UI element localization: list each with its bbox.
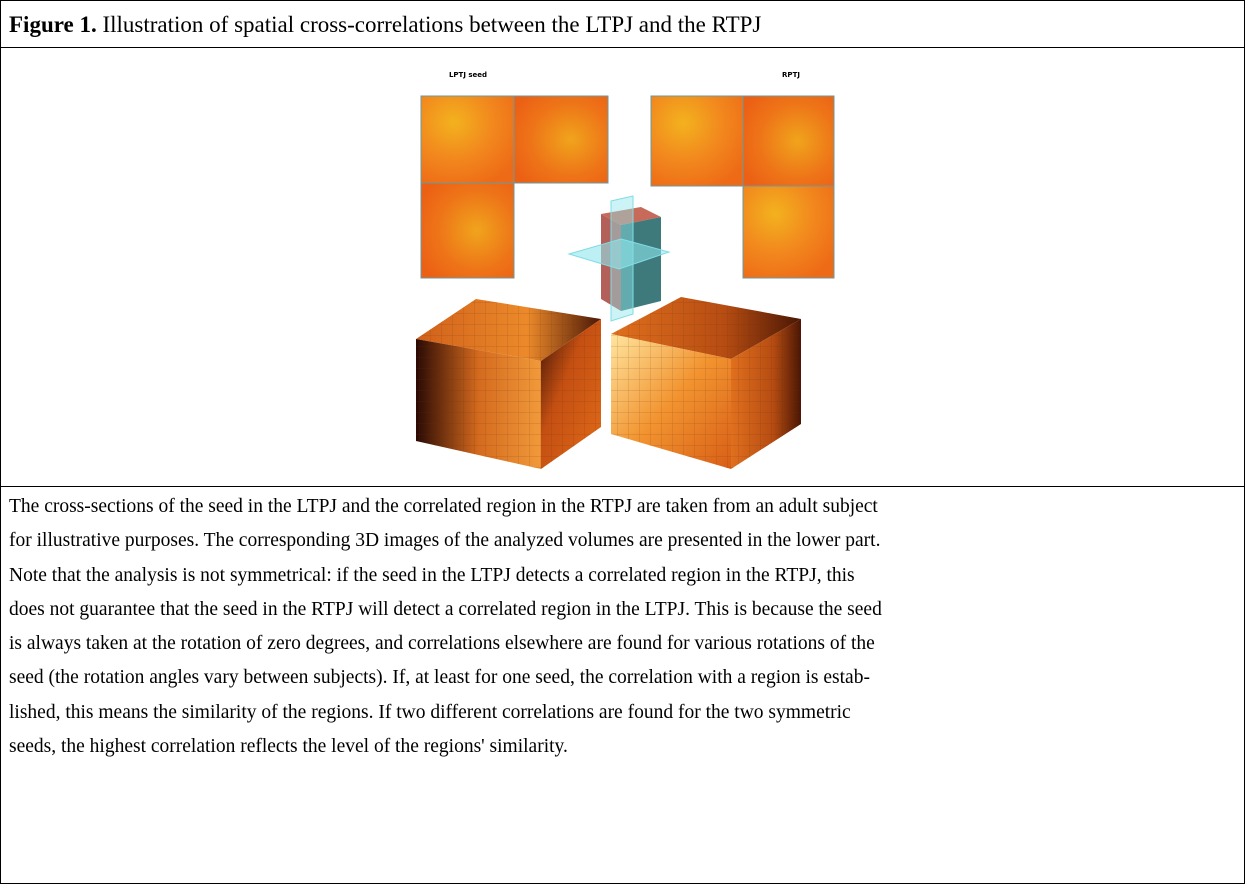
caption-line: for illustrative purposes. The correspon…: [9, 524, 882, 558]
figure-title: Illustration of spatial cross-correlatio…: [102, 12, 761, 37]
document: Figure 1. Illustration of spatial cross-…: [0, 0, 1245, 884]
caption-line: Note that the analysis is not symmetrica…: [9, 559, 882, 593]
caption-line: is always taken at the rotation of zero …: [9, 627, 882, 661]
figure-title-row: Figure 1. Illustration of spatial cross-…: [1, 1, 1244, 48]
caption-line: does not guarantee that the seed in the …: [9, 593, 882, 627]
illustration: LPTJ seed RPTJ: [1, 49, 1244, 486]
caption: The cross-sections of the seed in the LT…: [9, 490, 882, 764]
panel-label: LPTJ seed: [449, 71, 487, 79]
left-cube: [416, 299, 601, 469]
figure-area: LPTJ seed RPTJ: [1, 49, 1244, 487]
caption-line: The cross-sections of the seed in the LT…: [9, 490, 882, 524]
center-cube: [569, 196, 669, 321]
caption-line: seed (the rotation angles vary between s…: [9, 661, 882, 695]
caption-line: lished, this means the similarity of the…: [9, 696, 882, 730]
figure-label: Figure 1.: [9, 12, 97, 37]
panel-label: RPTJ: [782, 71, 800, 79]
right-cube: [611, 297, 801, 469]
caption-line: seeds, the highest correlation reflects …: [9, 730, 882, 764]
